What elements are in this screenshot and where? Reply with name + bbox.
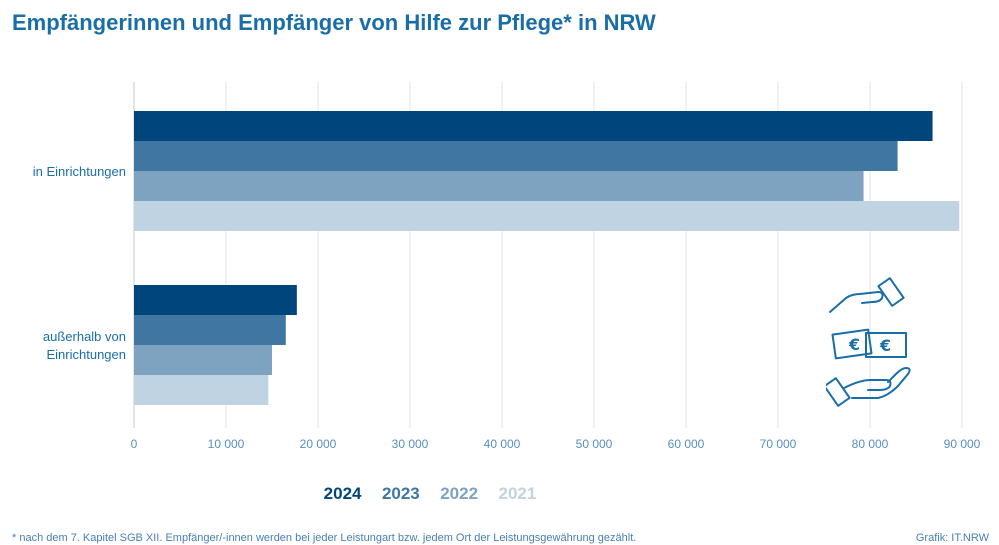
category-label: außerhalb von Einrichtungen [43,329,126,362]
legend-2022: 2022 [440,484,479,503]
category-label: in Einrichtungen [33,164,126,179]
bar-2023-in-einrichtungen [134,141,898,171]
x-tick-label: 60 000 [668,437,705,451]
bar-2023-ausserhalb [134,315,286,345]
x-tick-label: 80 000 [852,437,889,451]
x-tick-label: 20 000 [300,437,337,451]
x-tick-label: 70 000 [760,437,797,451]
bar-2022-ausserhalb [134,345,272,375]
x-tick-label: 50 000 [576,437,613,451]
source-credit: Grafik: IT.NRW [915,532,989,544]
legend-2023: 2023 [381,484,420,503]
legend-2021: 2021 [498,484,537,503]
x-tick-label: 40 000 [484,437,521,451]
money-hands-icon: € € [826,277,911,407]
bar-2024-ausserhalb [134,285,297,315]
chart-title: Empfängerinnen und Empfänger von Hilfe z… [12,10,656,35]
svg-text:€: € [848,335,860,354]
x-tick-label: 10 000 [208,437,245,451]
x-tick-label: 30 000 [392,437,429,451]
footnote: * nach dem 7. Kapitel SGB XII. Empfänger… [12,532,637,544]
x-tick-label: 0 [131,437,138,451]
svg-text:€: € [879,336,891,355]
bar-2024-in-einrichtungen [134,111,933,141]
bar-2021-in-einrichtungen [134,201,960,231]
legend-2024: 2024 [323,484,362,503]
bar-2022-in-einrichtungen [134,171,864,201]
legend: 2024 2023 2022 2021 [0,484,860,504]
bar-chart: 0 10 000 20 000 30 000 40 000 50 000 60 000 70 … [33,82,981,451]
bar-2021-ausserhalb [134,375,269,405]
x-tick-label: 90 000 [944,437,981,451]
